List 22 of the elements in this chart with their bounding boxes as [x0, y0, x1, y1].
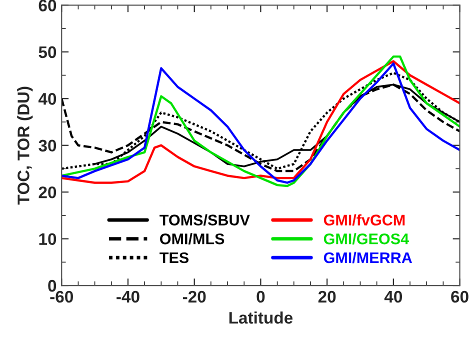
y-tick-label: 10 [39, 233, 56, 245]
y-tick-label: 30 [38, 140, 56, 152]
legend-label: GMI/MERRA [324, 252, 412, 264]
y-tick-label: 40 [38, 93, 56, 105]
x-tick-label: 20 [318, 290, 336, 303]
legend-label: TOMS/SBUV [160, 214, 250, 226]
legend-label: GMI/fvGCM [324, 214, 405, 226]
y-axis-title: TOC, TOR (DU) [17, 86, 33, 205]
x-axis-title: Latitude [229, 311, 293, 324]
y-tick-label: 20 [38, 186, 56, 198]
y-tick-label: 0 [48, 280, 56, 292]
x-tick-label: 40 [384, 290, 402, 303]
x-tick-label: -40 [116, 290, 140, 303]
legend-label: OMI/MLS [160, 233, 224, 244]
y-tick-label: 60 [38, 0, 56, 12]
x-tick-label: 0 [256, 290, 265, 303]
y-tick-label: 50 [38, 46, 56, 58]
x-tick-label: -60 [50, 290, 73, 303]
legend-label: TES [160, 252, 189, 264]
legend-label: GMI/GEOS4 [324, 233, 409, 244]
x-tick-label: -20 [182, 290, 206, 303]
x-tick-label: 60 [451, 290, 468, 303]
